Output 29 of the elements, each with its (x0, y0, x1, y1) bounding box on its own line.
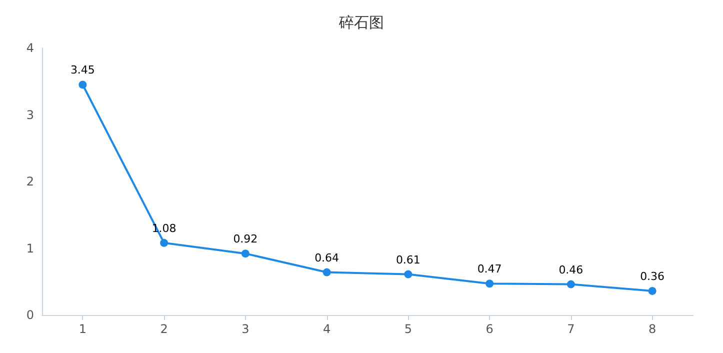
y-tick-label: 2 (26, 174, 34, 188)
data-label: 0.61 (396, 253, 420, 266)
point (241, 250, 250, 258)
data-label: 0.92 (233, 232, 258, 246)
x-tick-label: 7 (567, 322, 575, 336)
x-tick-label: 5 (404, 322, 412, 336)
point (486, 280, 494, 288)
y-tick-label: 1 (26, 241, 34, 256)
x-tick-label: 8 (648, 322, 656, 336)
y-tick-label: 4 (26, 41, 34, 55)
point (160, 238, 168, 247)
x-tick-label: 3 (242, 322, 250, 336)
x-tick-label: 1 (78, 322, 87, 336)
data-label: 3.45 (70, 64, 95, 77)
chart-title: 碎石图 (338, 14, 384, 32)
data-label: 0.36 (640, 270, 665, 283)
y-tick-label: 0 (26, 308, 34, 322)
point (78, 80, 87, 89)
x-tick-label: 4 (322, 322, 331, 336)
point (404, 270, 412, 278)
point (648, 286, 656, 295)
x-tick-label: 2 (160, 322, 168, 336)
data-label: 0.46 (558, 263, 584, 276)
x-tick-label: 6 (486, 322, 494, 336)
point (322, 268, 331, 276)
point (566, 280, 575, 288)
y-tick-label: 3 (26, 108, 34, 122)
data-label: 0.64 (314, 251, 340, 264)
data-label: 0.47 (477, 262, 502, 276)
